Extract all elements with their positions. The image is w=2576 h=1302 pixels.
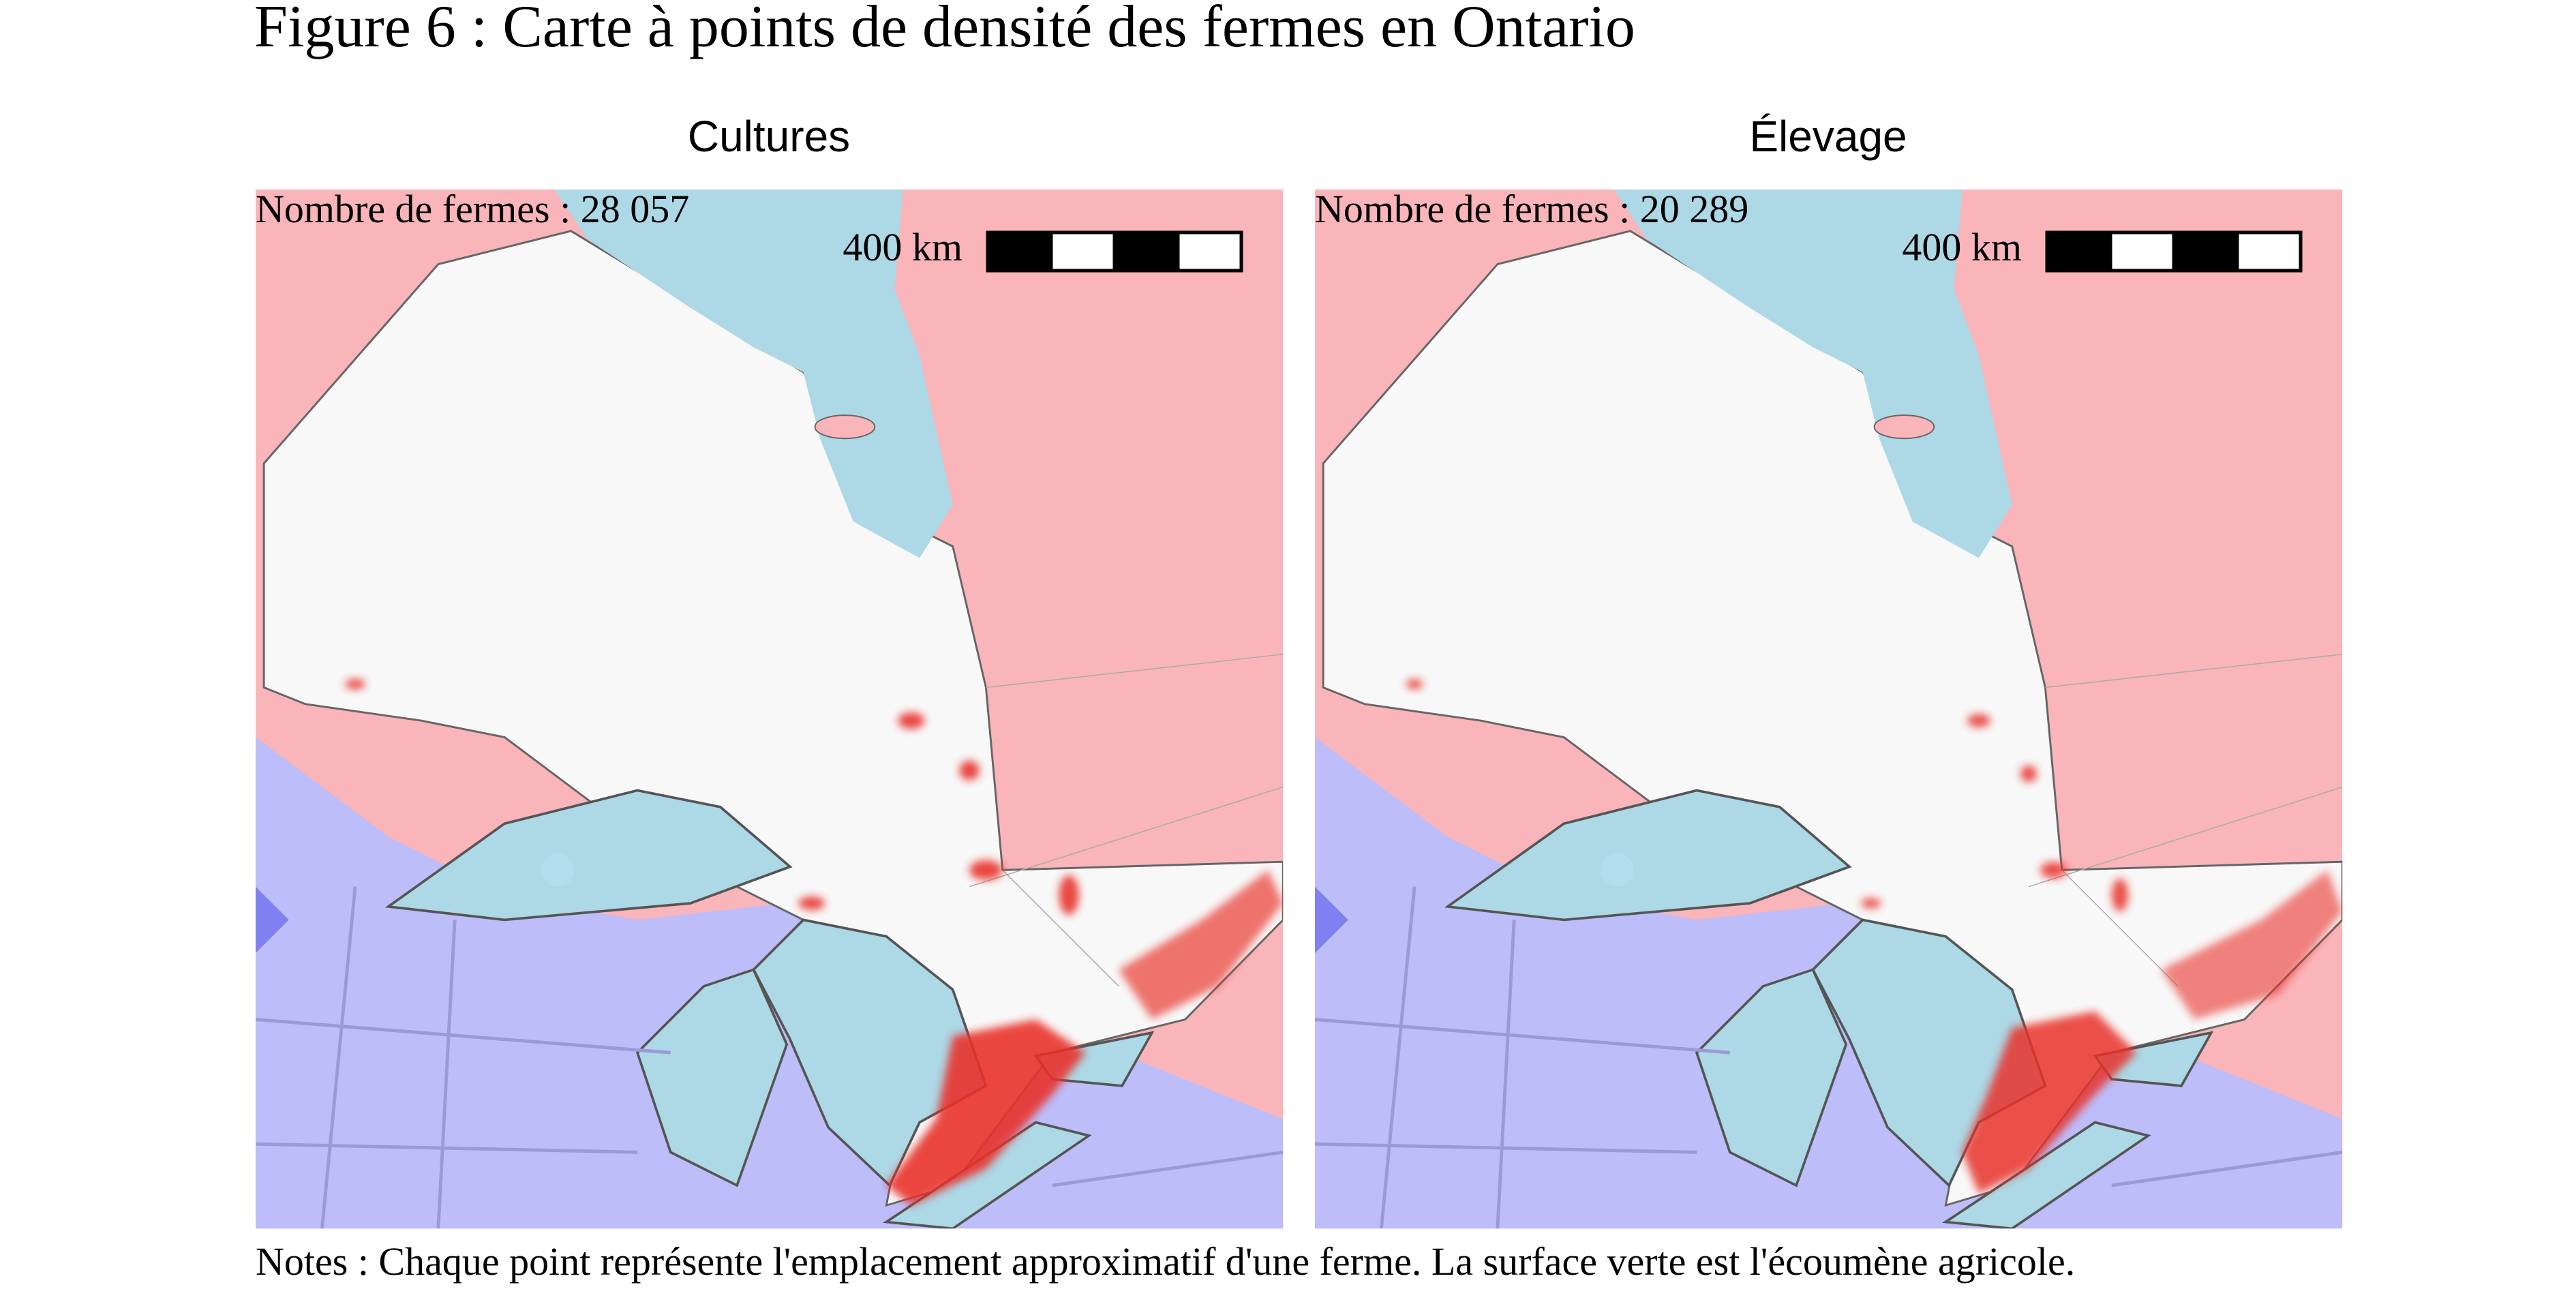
- panel-title: Cultures: [688, 112, 850, 161]
- scale-label: 400 km: [1902, 225, 2022, 269]
- map-panel: Élevage Nombre de fermes : 20 289 400 km: [1315, 112, 2342, 1228]
- figure-title: Figure 6 : Carte à points de densité des…: [254, 0, 1635, 60]
- farm-count: Nombre de fermes : 20 289: [1315, 187, 1748, 231]
- farm-dots: [345, 679, 1284, 1206]
- scale-bar: [986, 230, 1243, 273]
- farm-count: Nombre de fermes : 28 057: [256, 187, 689, 231]
- map-panel: Cultures Nombre de fermes : 28 057 400 k…: [256, 112, 1284, 1228]
- panel-title: Élevage: [1749, 112, 1907, 161]
- map: [256, 190, 1284, 1228]
- map: [1315, 190, 2342, 1228]
- farm-dots: [1406, 679, 2343, 1194]
- notes: Notes : Chaque point représente l'emplac…: [256, 1239, 2075, 1284]
- scale-label: 400 km: [843, 225, 963, 269]
- scale-bar: [2045, 230, 2303, 273]
